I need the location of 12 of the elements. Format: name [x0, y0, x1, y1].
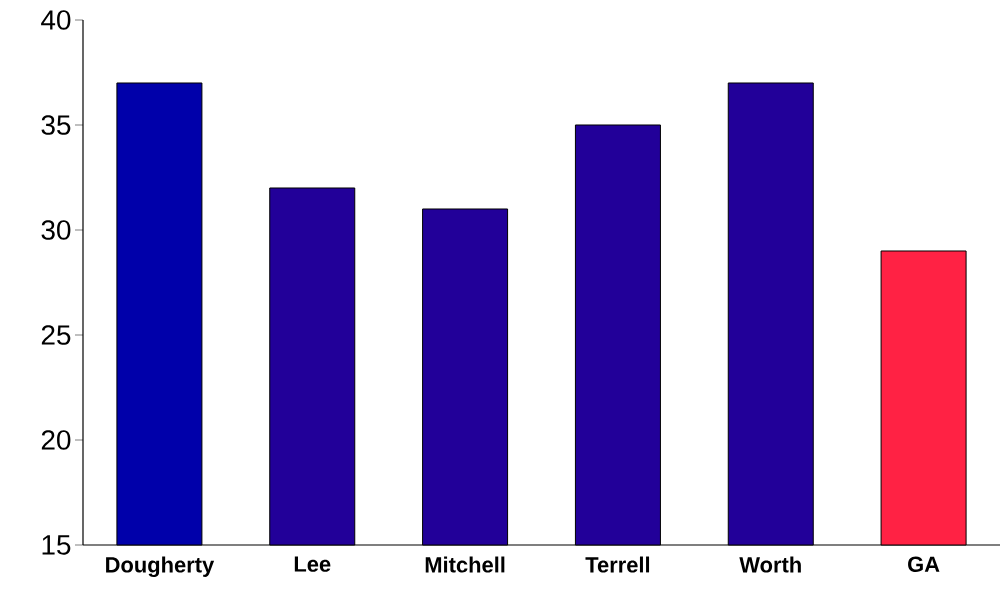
y-tick-label: 25	[41, 325, 71, 345]
y-tick-label: 30	[41, 220, 71, 240]
y-tick-label: 20	[41, 430, 71, 450]
x-tick-label: Dougherty	[106, 556, 215, 578]
x-tick-label: GA	[908, 556, 940, 573]
x-tick-label: Lee	[294, 556, 331, 572]
x-tick-label: Mitchell	[425, 556, 505, 573]
y-tick-label: 15	[42, 535, 71, 555]
x-tick-label: Worth	[739, 556, 801, 573]
x-tick-label: Terrell	[585, 556, 650, 573]
y-tick-label: 40	[41, 10, 71, 30]
y-tick-label: 35	[41, 115, 71, 135]
